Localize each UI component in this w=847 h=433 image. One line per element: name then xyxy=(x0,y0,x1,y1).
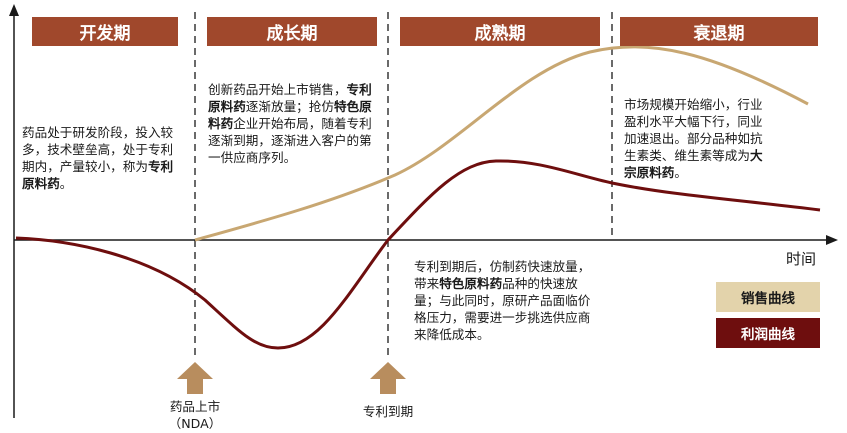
legend-profit: 利润曲线 xyxy=(716,318,820,348)
phase-development-header: 开发期 xyxy=(32,17,178,46)
note-growth-text-1: 创新药品开始上市销售， xyxy=(208,82,347,97)
note-growth-text-2: 逐渐放量；抢仿 xyxy=(245,99,334,114)
marker-patent-expiry-label: 专利到期 xyxy=(362,404,414,419)
launch-arrow-icon xyxy=(177,362,213,394)
marker-launch-line1: 药品上市 xyxy=(169,399,221,414)
note-development-text: 药品处于研发阶段，投入较多，技术壁垒高，处于专利期内，产量较小，称为 xyxy=(22,125,174,174)
note-development-bold: 专利原料药 xyxy=(22,159,174,191)
legend-sales: 销售曲线 xyxy=(716,282,820,312)
phase-maturity-header: 成熟期 xyxy=(400,17,600,46)
profit-curve xyxy=(15,159,821,350)
patent-expiry-arrow-icon xyxy=(370,362,406,394)
marker-launch-label: 药品上市 （NDA） xyxy=(155,398,235,432)
note-maturity-text-2: 品种的快速放量；与此同时，原研产品面临价格压力，需要进一步挑选供应商来降低成本。 xyxy=(414,276,591,342)
note-decline-bold: 大宗原料药 xyxy=(624,148,763,180)
note-decline: 市场规模开始缩小，行业盈利水平大幅下行，同业加速退出。部分品种如抗生素类、维生素… xyxy=(624,96,774,181)
phase-decline-header: 衰退期 xyxy=(620,17,818,46)
y-axis-arrow-icon xyxy=(9,4,19,16)
x-axis-arrow-icon xyxy=(826,235,838,245)
note-development-end: 。 xyxy=(59,176,73,191)
note-growth-text-3: 企业开始布局，随着专利逐渐到期，逐渐进入客户的第一供应商序列。 xyxy=(208,116,372,165)
note-decline-text-2: 。 xyxy=(674,165,687,180)
note-growth: 创新药品开始上市销售，专利原料药逐渐放量；抢仿特色原料药企业开始布局，随着专利逐… xyxy=(208,81,376,166)
note-growth-bold-1: 专利原料药 xyxy=(208,82,372,114)
note-development: 药品处于研发阶段，投入较多，技术壁垒高，处于专利期内，产量较小，称为专利原料药。 xyxy=(22,124,182,192)
x-axis-label: 时间 xyxy=(786,250,817,268)
marker-launch-line2: （NDA） xyxy=(168,416,222,431)
note-growth-bold-2: 特色原料药 xyxy=(208,99,372,131)
note-decline-text-1: 市场规模开始缩小，行业盈利水平大幅下行，同业加速退出。部分品种如抗生素类、维生素… xyxy=(624,97,763,163)
note-maturity: 专利到期后，仿制药快速放量，带来特色原料药品种的快速放量；与此同时，原研产品面临… xyxy=(414,258,592,343)
note-maturity-bold: 特色原料药 xyxy=(439,276,503,291)
note-maturity-text-1: 专利到期后，仿制药快速放量，带来 xyxy=(414,259,591,291)
phase-growth-header: 成长期 xyxy=(207,17,377,46)
sales-curve xyxy=(194,45,809,242)
